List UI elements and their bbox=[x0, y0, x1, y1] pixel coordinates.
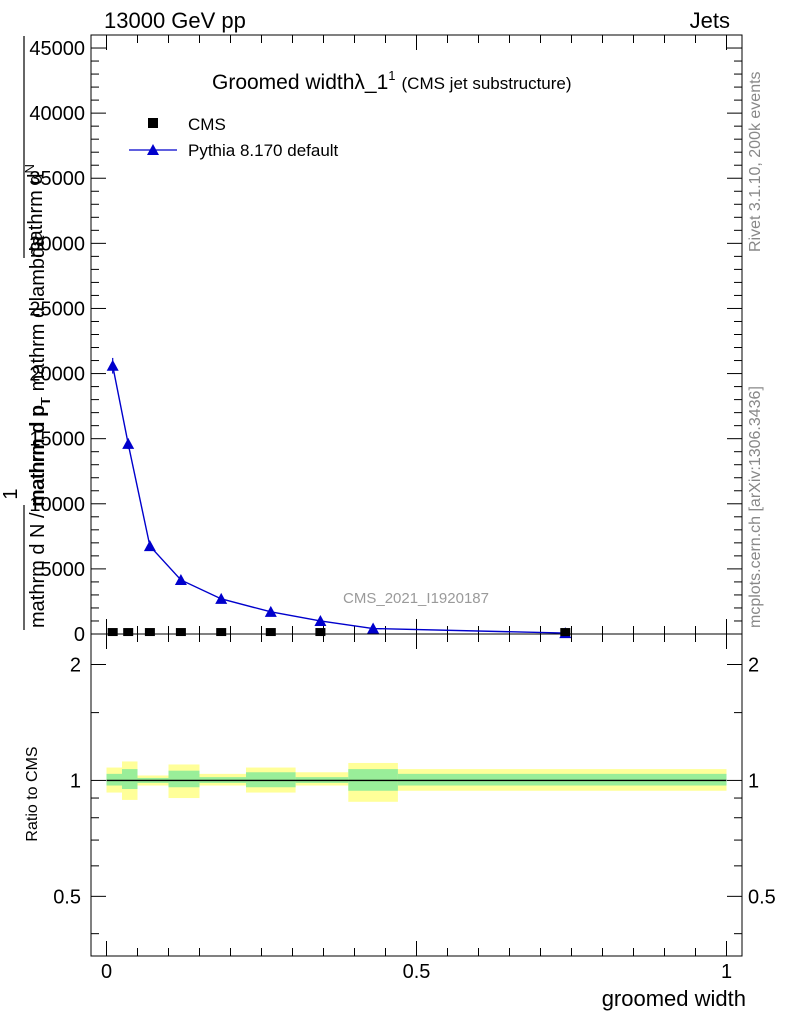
ratio-tick-label-right-2: 2 bbox=[748, 654, 759, 676]
ratio-tick-label-left-0: 0.5 bbox=[53, 886, 81, 908]
title-lambda: λ_1 bbox=[354, 71, 388, 94]
y-tick-label-6: 30000 bbox=[29, 233, 85, 255]
ratio-tick-label-left-2: 2 bbox=[70, 654, 81, 676]
ratio-band-green-0 bbox=[106, 773, 122, 786]
ratio-tick-label-left-1: 1 bbox=[70, 770, 81, 792]
pythia-point-7 bbox=[367, 622, 380, 634]
y-label-denominator-mid: mathrm d pT mathrm d lambda bbox=[27, 235, 53, 506]
ratio-tick-label-right-0: 0.5 bbox=[748, 886, 776, 908]
cms-point-0 bbox=[107, 628, 118, 637]
y-axis-label: mathrm dN mathrm d pT mathrm d lambda 1 … bbox=[0, 36, 53, 630]
cms-point-7 bbox=[560, 628, 571, 637]
y-tick-label-7: 35000 bbox=[29, 168, 85, 190]
cms-point-1 bbox=[123, 628, 134, 637]
legend-cms-label: CMS bbox=[188, 115, 226, 134]
legend-pythia-label: Pythia 8.170 default bbox=[188, 141, 339, 160]
pythia-point-1 bbox=[122, 437, 135, 449]
pythia-point-6 bbox=[314, 614, 327, 626]
pythia-point-2 bbox=[143, 540, 156, 552]
x-tick-label-1: 0.5 bbox=[403, 961, 431, 983]
x-tick-label-2: 1 bbox=[721, 961, 732, 983]
analysis-watermark: CMS_2021_I1920187 bbox=[343, 590, 489, 607]
pythia-line bbox=[112, 365, 566, 634]
y-tick-label-8: 40000 bbox=[29, 103, 85, 125]
y-tick-label-1: 5000 bbox=[41, 559, 86, 581]
pythia-point-4 bbox=[215, 592, 228, 604]
y-tick-label-2: 10000 bbox=[29, 494, 85, 516]
mcplots-label: mcplots.cern.ch [arXiv:1306.3436] bbox=[747, 386, 764, 628]
header-right: Jets bbox=[690, 8, 730, 33]
y-tick-label-9: 45000 bbox=[29, 38, 85, 60]
cms-point-4 bbox=[216, 628, 227, 637]
pythia-point-5 bbox=[264, 605, 277, 617]
x-tick-label-0: 0 bbox=[101, 961, 112, 983]
y-tick-label-0: 0 bbox=[74, 624, 85, 646]
series-layer bbox=[106, 357, 572, 639]
y-label-top: mathrm dN bbox=[22, 164, 47, 258]
pythia-point-3 bbox=[174, 573, 187, 585]
cms-point-3 bbox=[175, 628, 186, 637]
y-tick-label-4: 20000 bbox=[29, 364, 85, 386]
pythia-point-0 bbox=[106, 359, 119, 371]
ratio-bands bbox=[106, 761, 727, 802]
ratio-tick-label-right-1: 1 bbox=[748, 770, 759, 792]
header-left: 13000 GeV pp bbox=[104, 8, 246, 33]
plot-title: Groomed widthλ_11 (CMS jet substructure) bbox=[212, 68, 572, 94]
y-tick-label-3: 15000 bbox=[29, 429, 85, 451]
cms-point-5 bbox=[265, 628, 276, 637]
ratio-band-green-8 bbox=[397, 773, 727, 786]
x-axis-label: groomed width bbox=[602, 986, 746, 1011]
y-tick-label-5: 25000 bbox=[29, 298, 85, 320]
x-axis-ticks: 0 0.5 1 bbox=[101, 35, 732, 983]
title-sup: 1 bbox=[388, 68, 395, 83]
title-paren: (CMS jet substructure) bbox=[402, 74, 572, 93]
ratio-band-green-1 bbox=[122, 769, 138, 789]
title-main: Groomed width bbox=[212, 71, 354, 94]
cms-point-6 bbox=[315, 628, 326, 637]
legend-pythia-marker bbox=[147, 144, 159, 155]
y-label-num-1: 1 bbox=[0, 488, 22, 499]
ratio-y-label: Ratio to CMS bbox=[24, 746, 41, 841]
rivet-label: Rivet 3.1.10, 200k events bbox=[747, 71, 764, 252]
cms-point-2 bbox=[144, 628, 155, 637]
ratio-axis-ticks: 0.5 0.5 1 1 2 2 bbox=[53, 654, 776, 935]
main-axis-ticks: 0 5000 10000 15000 20000 25000 30000 35000 40000… bbox=[29, 38, 742, 646]
y-label-fraction-den: mathrm d N / mathrm d pT bbox=[27, 398, 53, 628]
legend-cms-marker bbox=[148, 118, 158, 128]
legend: CMS Pythia 8.170 default bbox=[129, 115, 339, 160]
ratio-band-green-3 bbox=[168, 770, 200, 788]
